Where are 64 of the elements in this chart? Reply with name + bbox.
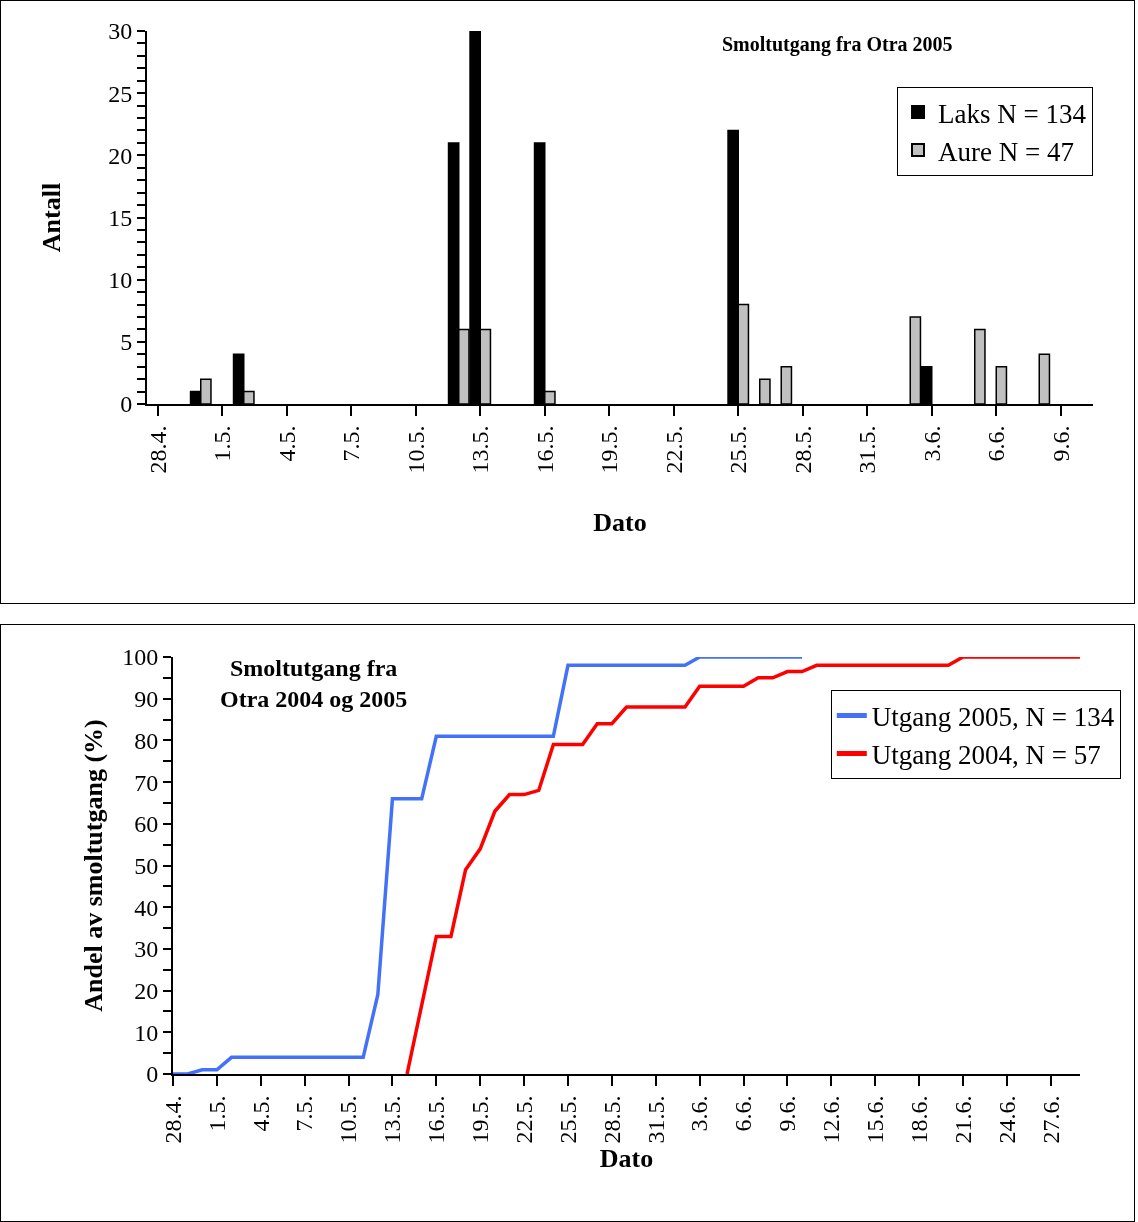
y-axis-title: Andel av smoltutgang (%) xyxy=(79,719,109,1012)
x-tick-label: 28.5. xyxy=(598,1095,625,1144)
y-tick-label: 0 xyxy=(120,391,133,418)
x-tick-label: 27.6. xyxy=(1037,1095,1064,1144)
y-tick-label: 30 xyxy=(134,936,159,963)
x-tick-label: 31.5. xyxy=(854,425,881,474)
x-axis-title: Dato xyxy=(593,507,647,537)
y-tick-label: 25 xyxy=(108,80,133,107)
y-tick-label: 90 xyxy=(134,686,159,713)
x-tick-label: 1.5. xyxy=(209,425,236,462)
x-tick-label: 31.5. xyxy=(642,1095,669,1144)
x-tick-label: 9.6. xyxy=(774,1095,801,1132)
y-tick-label: 5 xyxy=(120,329,133,356)
y-axis-title: Antall xyxy=(37,182,67,253)
legend-label: Utgang 2004, N = 57 xyxy=(871,740,1101,771)
x-tick-label: 3.6. xyxy=(918,425,945,462)
y-tick-label: 10 xyxy=(108,267,133,294)
x-tick-label: 7.5. xyxy=(291,1095,318,1132)
x-tick-label: 13.5. xyxy=(467,425,494,474)
x-tick-label: 9.6. xyxy=(1047,425,1074,462)
y-tick-label: 30 xyxy=(108,18,133,45)
x-tick-label: 25.5. xyxy=(725,425,752,474)
x-tick-label: 10.5. xyxy=(402,425,429,474)
y-tick-label: 40 xyxy=(134,894,159,921)
y-tick-label: 20 xyxy=(108,142,133,169)
x-tick-label: 28.4. xyxy=(159,1095,186,1144)
x-tick-label: 4.5. xyxy=(273,425,300,462)
x-tick-label: 25.5. xyxy=(554,1095,581,1144)
x-tick-label: 16.5. xyxy=(531,425,558,474)
x-tick-label: 15.6. xyxy=(861,1095,888,1144)
legend-label: Aure N = 47 xyxy=(938,136,1074,167)
x-tick-label: 6.6. xyxy=(730,1095,757,1132)
x-tick-label: 3.6. xyxy=(686,1095,713,1132)
y-tick-label: 70 xyxy=(134,769,159,796)
x-tick-label: 22.5. xyxy=(660,425,687,474)
legend-label: Utgang 2005, N = 134 xyxy=(871,701,1115,732)
x-tick-label: 18.6. xyxy=(905,1095,932,1144)
y-tick-label: 100 xyxy=(122,644,159,671)
x-tick-label: 28.5. xyxy=(789,425,816,474)
y-tick-label: 0 xyxy=(146,1061,159,1088)
x-axis-title: Dato xyxy=(599,1143,654,1173)
x-tick-label: 22.5. xyxy=(510,1095,537,1144)
y-tick-label: 20 xyxy=(134,978,159,1004)
x-tick-label: 24.6. xyxy=(993,1095,1020,1144)
x-tick-label: 16.5. xyxy=(423,1095,450,1144)
x-tick-label: 19.5. xyxy=(596,425,623,474)
y-tick-label: 10 xyxy=(134,1019,159,1046)
x-tick-label: 19.5. xyxy=(467,1095,494,1144)
chart-title: Smoltutgang fra Otra 2005 xyxy=(722,33,953,56)
x-tick-label: 6.6. xyxy=(983,425,1010,462)
legend-label: Laks N = 134 xyxy=(938,98,1087,129)
x-tick-label: 10.5. xyxy=(335,1095,362,1144)
text: Smoltutgang fra Otra 2004 og 2005 xyxy=(220,655,408,713)
x-tick-label: 4.5. xyxy=(247,1095,274,1132)
y-tick-label: 60 xyxy=(134,811,159,838)
y-tick-label: 15 xyxy=(108,204,133,231)
y-tick-label: 50 xyxy=(134,852,159,879)
x-tick-label: 7.5. xyxy=(338,425,365,462)
x-tick-label: 12.6. xyxy=(818,1095,845,1144)
x-tick-label: 13.5. xyxy=(379,1095,406,1144)
x-tick-label: 28.4. xyxy=(144,425,171,474)
x-tick-label: 1.5. xyxy=(203,1095,230,1132)
y-tick-label: 80 xyxy=(134,727,159,754)
x-tick-label: 21.6. xyxy=(949,1095,976,1144)
